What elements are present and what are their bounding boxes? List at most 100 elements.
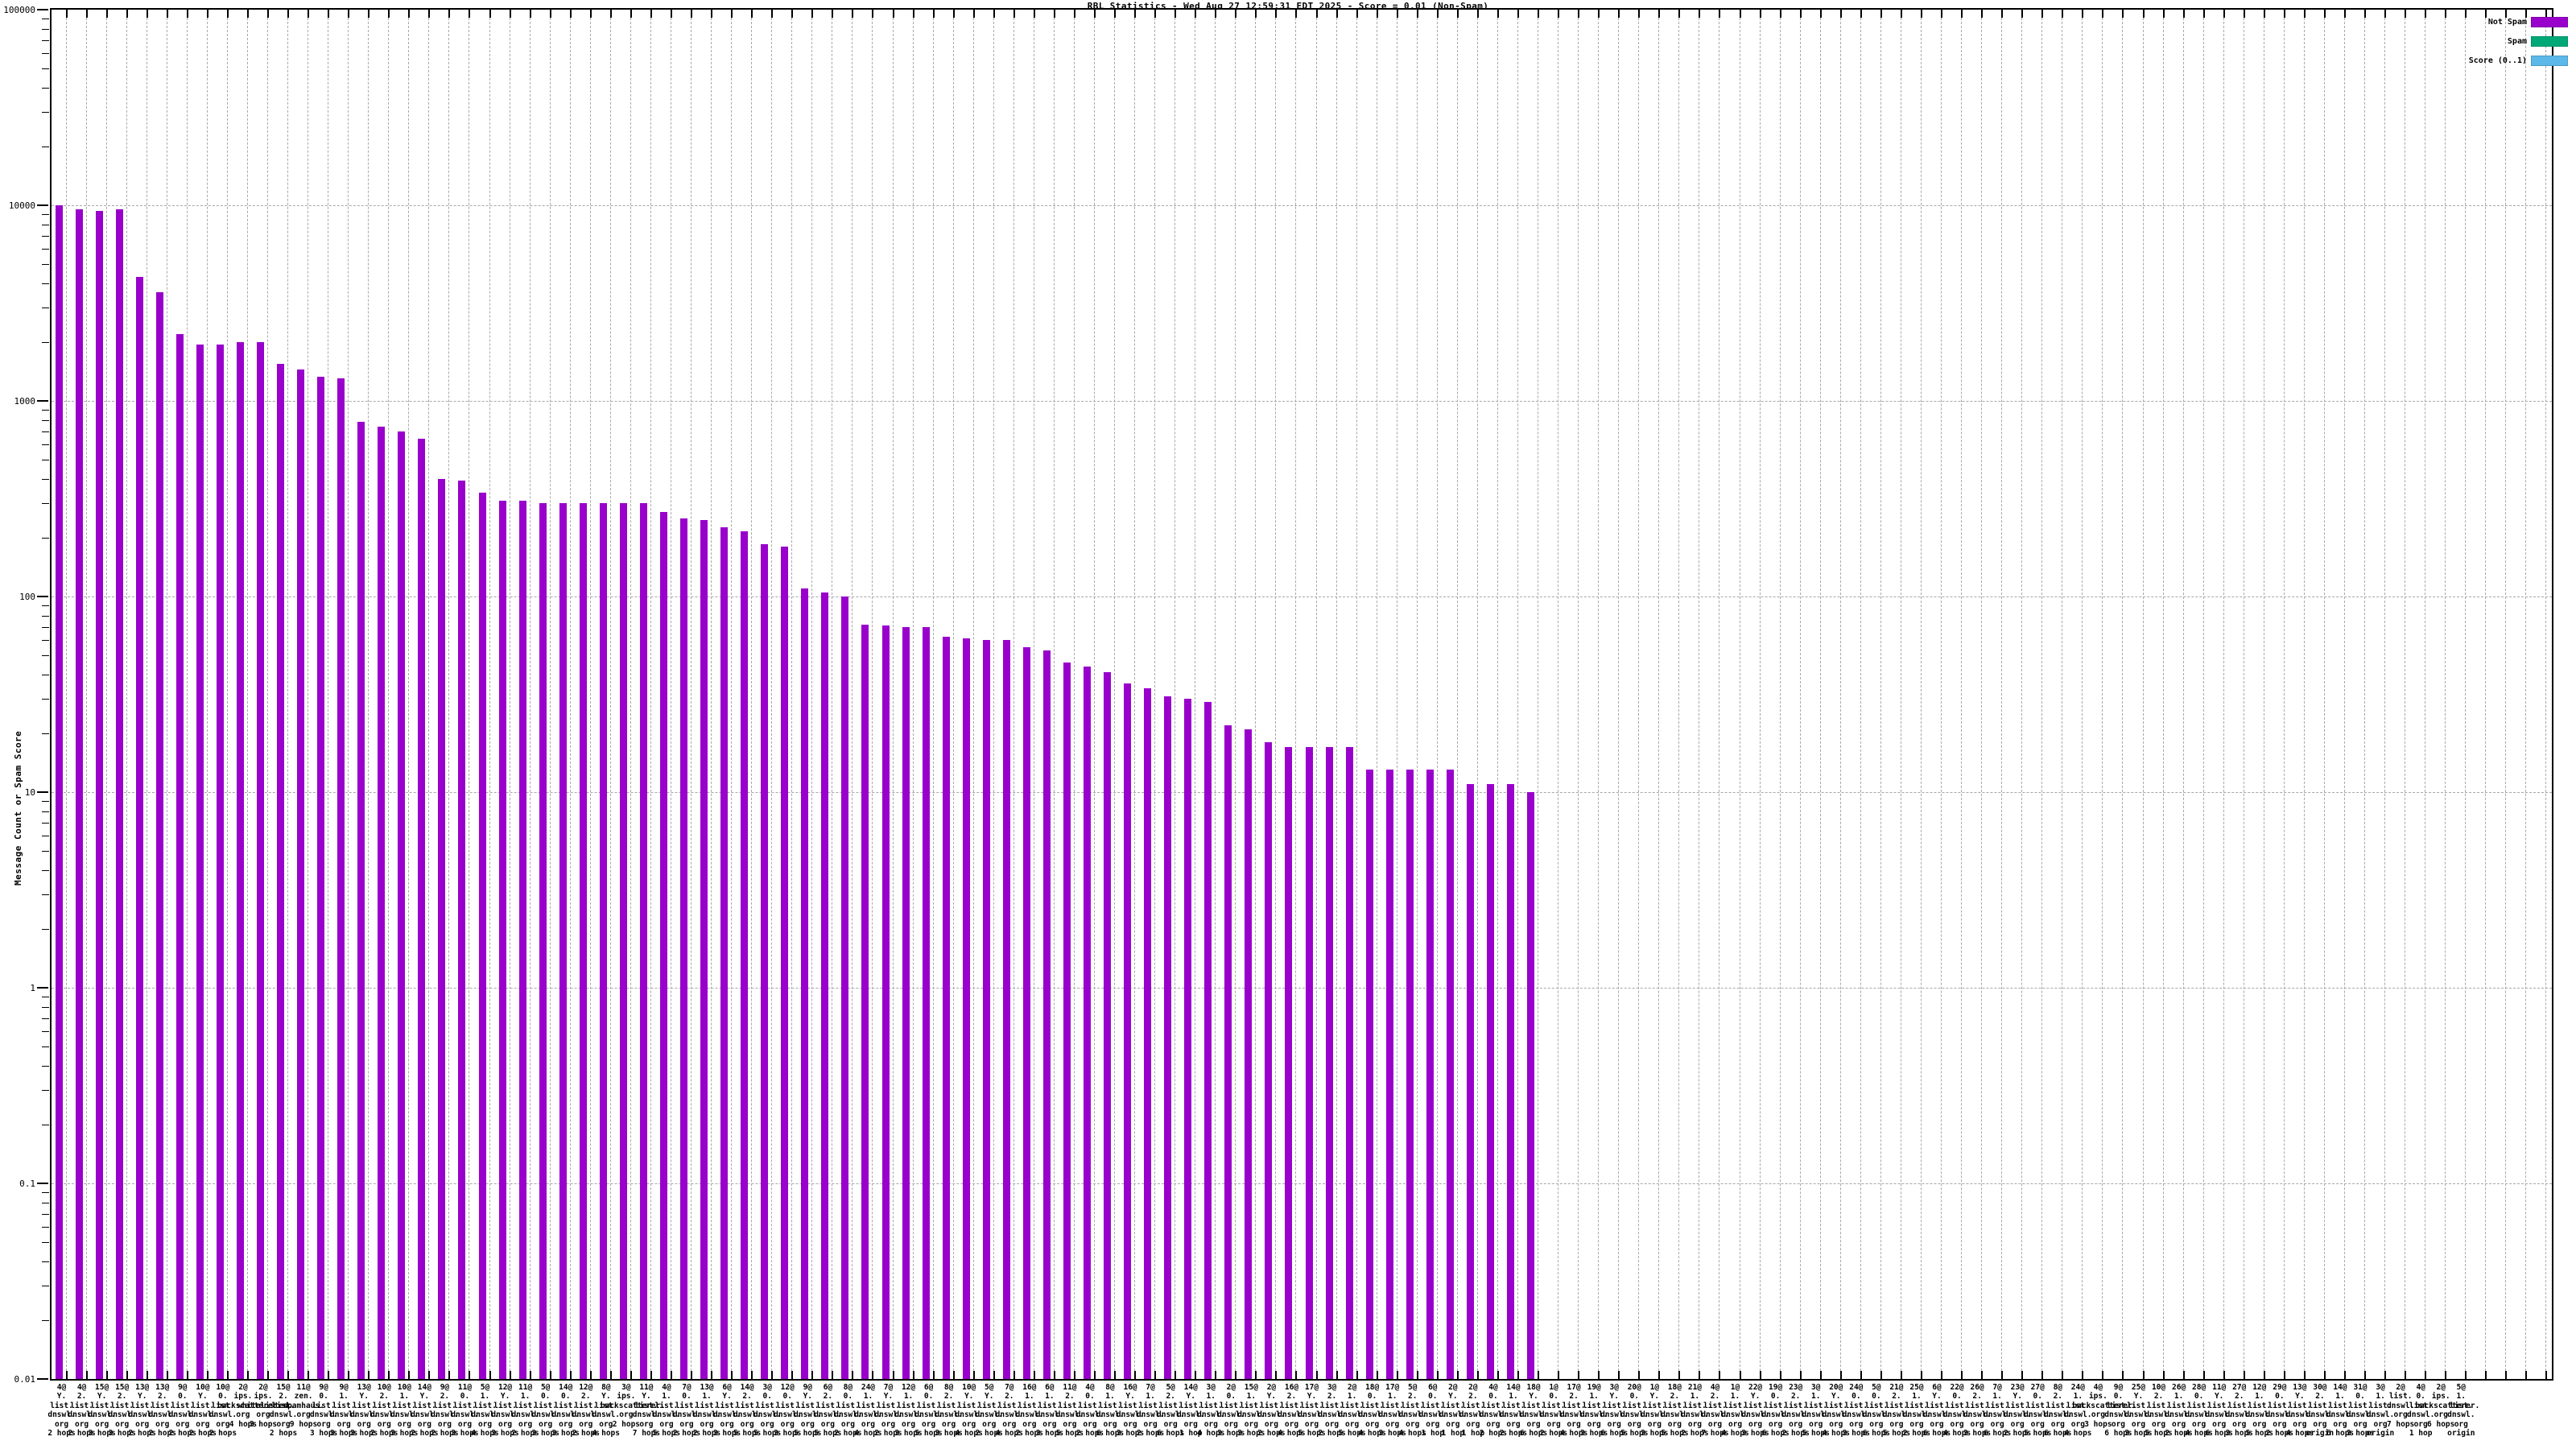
x-axis-tick-label-line: org [2091, 1410, 2105, 1420]
gridline-vertical [2142, 10, 2144, 1379]
x-axis-tick-label-line: list. [1885, 1401, 1909, 1410]
x-axis-tick-label-line: org [1406, 1419, 1420, 1429]
x-axis-tick-label-line: 5 hops [753, 1429, 782, 1439]
bar [398, 431, 406, 1379]
x-axis-tick-label-line: list. [675, 1401, 699, 1410]
gridline-vertical [892, 10, 894, 1379]
x-axis-tick-bottom [105, 1371, 108, 1379]
x-axis-tick-label-line: dnswl. [1338, 1410, 1366, 1420]
x-axis-tick-bottom [1558, 1371, 1560, 1379]
x-axis-tick-label-line: 17@ [1567, 1383, 1581, 1392]
x-axis-tick-label-line: 14@ [1183, 1383, 1198, 1392]
x-axis-tick-label-line: Y. [1266, 1392, 1277, 1402]
x-axis-tick-label: 15@ 1. list. dnswl. org 3 hops [1225, 1383, 1277, 1438]
x-axis-tick-label-line: 16@ [1022, 1383, 1037, 1392]
x-axis-tick-label-line: 0. [1770, 1392, 1781, 1402]
x-axis-tick-label-line: 2. [158, 1392, 167, 1402]
x-axis-tick-label-line: 0. [540, 1392, 551, 1402]
x-axis-tick-label-line: 29@ [2273, 1383, 2287, 1392]
x-axis-tick-label-line: origin [2447, 1429, 2475, 1439]
x-axis-tick-label: 16@ Y. list. dnswl. org 3 hops [1104, 1383, 1156, 1438]
x-axis-tick-top [287, 10, 290, 18]
bar [781, 546, 789, 1379]
x-axis-tick-label-line: org [1345, 1419, 1360, 1429]
x-axis-tick-label-line: dnswl. [1358, 1410, 1386, 1420]
x-axis-tick-label: 7@ Y. list. dnswl. org 2 hops [863, 1383, 914, 1438]
x-axis-tick-label: 12@ 0. list. dnswl. org 3 hops [762, 1383, 813, 1438]
legend-item[interactable]: Not Spam [2423, 14, 2568, 29]
x-axis-tick-bottom [2041, 1371, 2044, 1379]
x-axis-tick-label-line: list. [1260, 1401, 1283, 1410]
x-axis-tick-label-line: dnswl. [1721, 1410, 1749, 1420]
x-axis-tick-label-line: dnswl. [2004, 1410, 2032, 1420]
y-axis-tick-minor [42, 235, 49, 237]
x-axis-tick-label-line: org [477, 1419, 493, 1429]
gridline-vertical [1013, 10, 1014, 1379]
x-axis-tick-top [2243, 10, 2245, 18]
x-axis-tick-label-line: 6 hops [1519, 1429, 1548, 1439]
x-axis-tick-label-line: 0. [2194, 1392, 2204, 1402]
x-axis-tick-label-line: dnswl. [1822, 1410, 1850, 1420]
x-axis-tick-top [1073, 10, 1075, 18]
x-axis-tick-label: 21@ 1. list. dnswl. org 2 hops [1669, 1383, 1720, 1438]
x-axis-tick-label-line: 3 hops [774, 1429, 802, 1439]
x-axis-tick-bottom [1860, 1371, 1862, 1379]
x-axis-tick-label: 22@ 0. list. dnswl. org 4 hops [1931, 1383, 1983, 1438]
x-axis-tick-label-line: list. [453, 1401, 477, 1410]
x-axis-tick-label-line: dnswl. [733, 1410, 762, 1420]
x-axis-tick-top [2525, 10, 2528, 18]
x-axis-tick-label-line: 3 hops [1378, 1429, 1406, 1439]
x-axis-tick-label-line: org [982, 1419, 997, 1429]
bar [257, 341, 264, 1379]
x-axis-tick-label-line: 8@ [2053, 1383, 2063, 1392]
x-axis-tick-label-line: 4 hops [1822, 1429, 1850, 1439]
x-axis-tick-label-line: org [922, 1419, 936, 1429]
y-axis-tick-minor [42, 615, 49, 617]
x-axis-tick-label: 24@ 1. list. dnswl. org 4 hops [2052, 1383, 2103, 1438]
x-axis-tick-label-line: Y. [1529, 1392, 1538, 1402]
x-axis-tick-label-line: 28@ [2192, 1383, 2207, 1392]
x-axis-tick-label-line: dnswl. [2225, 1410, 2253, 1420]
x-axis-tick-label-line: 18@ [1365, 1383, 1380, 1392]
x-axis-tick-label-line: list. [715, 1401, 739, 1410]
x-axis-tick-top [731, 10, 733, 18]
x-axis-tick-bottom [1799, 1371, 1802, 1379]
legend-item[interactable]: Score (0..1) [2423, 53, 2568, 68]
y-axis-tick-minor [42, 248, 49, 250]
x-axis-tick-label-line: org [1304, 1419, 1319, 1429]
gridline-vertical [630, 10, 631, 1379]
x-axis-tick-label-line: dnswl. [1802, 1410, 1830, 1420]
x-axis-tick-label-line: 3 hops [1963, 1429, 1992, 1439]
gridline-vertical [1093, 10, 1095, 1379]
x-axis-tick-bottom [932, 1371, 935, 1379]
gridline-vertical [2283, 10, 2285, 1379]
x-axis-tick-bottom [2545, 1371, 2548, 1379]
x-axis-tick-label-line: 10@ [377, 1383, 391, 1392]
x-axis-tick-label-line: dnswl. [1015, 1410, 1043, 1420]
y-axis-tick-minor [42, 283, 49, 284]
x-axis-tick-label-line: 1. [339, 1392, 349, 1402]
x-axis-tick-label-line: 10@ [397, 1383, 411, 1392]
x-axis-tick-label-line: org [2273, 1419, 2287, 1429]
x-axis-tick-label-line: dnswl. [995, 1410, 1023, 1420]
x-axis-tick-label-line: 5 hops [814, 1429, 842, 1439]
x-axis-tick-label-line: dnswl. [2447, 1410, 2475, 1420]
x-axis-tick-bottom [1114, 1371, 1117, 1379]
x-axis-tick-label: 2@ Y. list. dnswl. org 1 hop [1427, 1383, 1479, 1438]
x-axis-tick-top [1195, 10, 1197, 18]
legend-item[interactable]: Spam [2423, 34, 2568, 48]
bar [378, 426, 386, 1379]
x-axis-tick-label-line: list. [1945, 1401, 1969, 1410]
gridline-vertical [912, 10, 914, 1379]
x-axis-tick-label-line: 2 hops [2004, 1429, 2032, 1439]
x-axis-tick-label-line: org [861, 1419, 876, 1429]
x-axis-tick-label-line: list. [1724, 1401, 1747, 1410]
x-axis-tick-label-line: list. [877, 1401, 900, 1410]
x-axis-tick-label-line: list. [957, 1401, 980, 1410]
x-axis-tick-bottom [1941, 1371, 1943, 1379]
x-axis-tick-label-line: org [2434, 1410, 2448, 1420]
x-axis-tick-label-line: 4@ [2093, 1383, 2103, 1392]
x-axis-tick-label-line: 2@ [2436, 1383, 2446, 1392]
x-axis-tick-label-line: 2 hops [188, 1429, 217, 1439]
x-axis-tick-label-line: 4@ [662, 1383, 671, 1392]
